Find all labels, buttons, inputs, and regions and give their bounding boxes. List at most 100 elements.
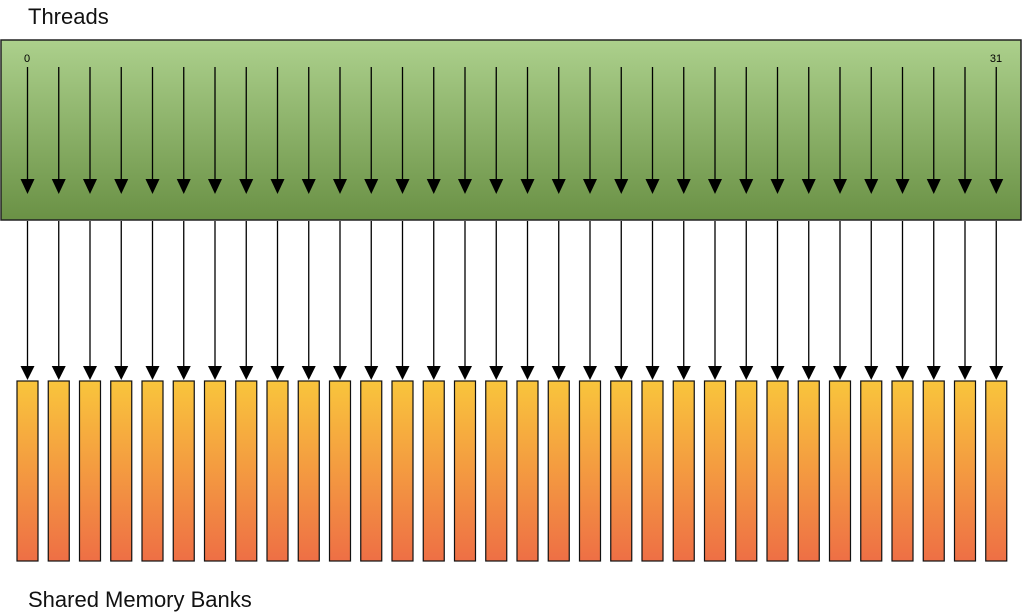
- thread-arrow: [489, 67, 504, 194]
- thread-arrow: [51, 67, 66, 194]
- bank-access-arrow: [676, 221, 691, 380]
- thread-arrow: [333, 67, 347, 194]
- bank-access-arrow: [770, 221, 785, 380]
- bank-access-arrow: [614, 221, 629, 380]
- bank-access-arrow: [926, 221, 941, 380]
- bank-access-arrow: [20, 221, 35, 380]
- thread-first-index: 0: [24, 53, 30, 65]
- thread-arrow: [801, 67, 816, 194]
- memory-bank: [953, 380, 977, 562]
- memory-bank: [47, 380, 70, 562]
- thread-arrow: [551, 67, 566, 194]
- bank-access-arrow: [739, 221, 754, 380]
- memory-bank: [922, 380, 945, 562]
- thread-arrow: [301, 67, 316, 194]
- memory-bank: [453, 380, 477, 562]
- thread-arrow: [708, 67, 722, 194]
- thread-arrow: [926, 67, 941, 194]
- bank-access-arrow: [833, 221, 847, 380]
- bank-access-arrow: [208, 221, 222, 380]
- memory-bank: [703, 380, 727, 562]
- thread-arrow: [895, 67, 910, 194]
- bank-access-arrow: [51, 221, 66, 380]
- thread-arrow: [208, 67, 222, 194]
- memory-bank: [547, 380, 570, 562]
- thread-arrow: [833, 67, 847, 194]
- bank-access-arrow: [458, 221, 472, 380]
- bank-access-arrow: [301, 221, 316, 380]
- bank-access-arrow: [364, 221, 379, 380]
- memory-bank: [578, 380, 602, 562]
- thread-arrow: [176, 67, 191, 194]
- bank-access-arrow: [114, 221, 129, 380]
- thread-arrow: [520, 67, 535, 194]
- thread-arrow: [395, 67, 410, 194]
- thread-arrow: [676, 67, 691, 194]
- thread-arrow: [239, 67, 254, 194]
- bank-access-arrows: [20, 221, 1004, 380]
- memory-bank: [235, 380, 258, 562]
- memory-bank: [735, 380, 758, 562]
- banks-title: Shared Memory Banks: [28, 587, 252, 612]
- thread-arrow: [20, 67, 35, 194]
- memory-bank: [172, 380, 195, 562]
- thread-arrow: [458, 67, 472, 194]
- memory-bank: [297, 380, 320, 562]
- thread-arrow: [864, 67, 879, 194]
- bank-access-arrow: [176, 221, 191, 380]
- memory-bank: [266, 380, 289, 562]
- thread-arrow: [645, 67, 660, 194]
- bank-access-arrow: [708, 221, 722, 380]
- memory-bank: [16, 380, 39, 562]
- bank-access-arrow: [83, 221, 97, 380]
- bank-access-arrow: [520, 221, 535, 380]
- memory-bank: [610, 380, 633, 562]
- thread-warp-block: [0, 39, 1022, 221]
- bank-access-arrow: [645, 221, 660, 380]
- thread-arrow: [614, 67, 629, 194]
- bank-access-arrow: [583, 221, 597, 380]
- bank-access-arrow: [239, 221, 254, 380]
- thread-arrow: [364, 67, 379, 194]
- memory-bank: [828, 380, 852, 562]
- thread-arrow: [83, 67, 97, 194]
- bank-access-arrow: [958, 221, 972, 380]
- threads-title: Threads: [28, 4, 109, 29]
- memory-bank: [141, 380, 164, 562]
- thread-arrow: [958, 67, 972, 194]
- bank-access-arrow: [395, 221, 410, 380]
- memory-bank: [360, 380, 383, 562]
- thread-arrow: [270, 67, 285, 194]
- bank-access-arrow: [145, 221, 160, 380]
- thread-arrow: [583, 67, 597, 194]
- thread-arrow: [114, 67, 129, 194]
- memory-bank: [422, 380, 445, 562]
- thread-last-index: 31: [990, 53, 1002, 65]
- memory-bank: [391, 380, 414, 562]
- memory-banks: [16, 380, 1008, 562]
- bank-access-arrow: [989, 221, 1004, 380]
- thread-arrow: [989, 67, 1004, 194]
- bank-access-arrow: [551, 221, 566, 380]
- bank-access-arrow: [895, 221, 910, 380]
- thread-arrow: [770, 67, 785, 194]
- memory-bank: [78, 380, 102, 562]
- memory-bank: [485, 380, 508, 562]
- memory-bank: [328, 380, 352, 562]
- memory-bank: [641, 380, 664, 562]
- memory-bank: [110, 380, 133, 562]
- bank-access-arrow: [270, 221, 285, 380]
- thread-arrow: [739, 67, 754, 194]
- bank-access-arrow: [333, 221, 347, 380]
- memory-bank: [891, 380, 914, 562]
- bank-access-arrow: [864, 221, 879, 380]
- thread-arrow: [426, 67, 441, 194]
- bank-access-arrow: [426, 221, 441, 380]
- memory-bank: [860, 380, 883, 562]
- thread-arrow: [145, 67, 160, 194]
- memory-bank: [766, 380, 789, 562]
- bank-access-arrow: [489, 221, 504, 380]
- memory-bank: [985, 380, 1008, 562]
- thread-arrows: [20, 67, 1004, 194]
